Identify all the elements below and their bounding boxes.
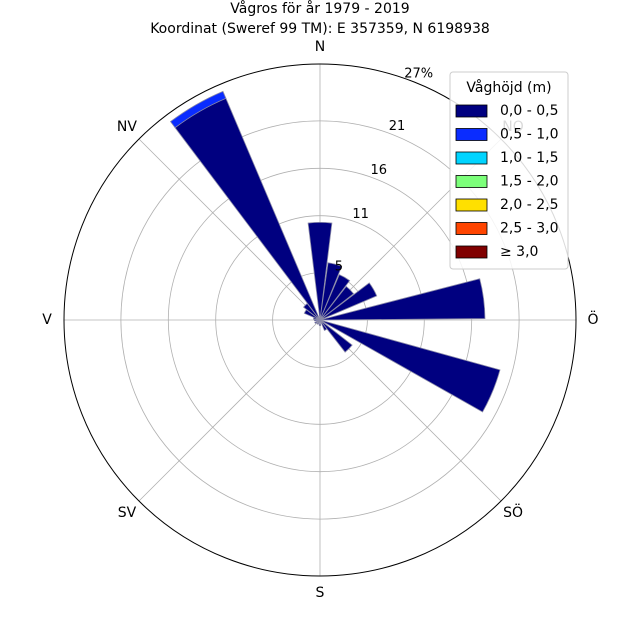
legend-entries: 0,0 - 0,5 0,5 - 1,0 1,0 - 1,5 1,5 - 2,0 2,0 … — [455, 103, 558, 260]
radial-tick-label: 5 — [335, 259, 343, 274]
legend-swatch — [455, 198, 488, 212]
legend-swatch — [455, 128, 488, 141]
bar-segment — [319, 274, 351, 321]
legend-label: 2,0 - 2,5 — [500, 197, 558, 213]
legend-swatch — [455, 151, 488, 165]
bar-segment — [307, 221, 333, 321]
bar-segment — [316, 319, 321, 325]
legend-label: 1,5 - 2,0 — [500, 174, 558, 190]
grid-spoke — [319, 319, 502, 502]
direction-label: N — [315, 39, 325, 55]
radial-tick-label: 21 — [389, 119, 406, 134]
legend-label: 2,5 - 3,0 — [500, 221, 558, 237]
bar-segment — [319, 319, 501, 413]
legend-swatch — [455, 245, 488, 259]
direction-label: SÖ — [503, 503, 523, 521]
bar-segment — [319, 319, 328, 331]
chart-title: Vågros för år 1979 - 2019 — [230, 0, 409, 17]
legend-frame — [449, 71, 569, 270]
legend: Våghöjd (m) 0,0 - 0,5 0,5 - 1,0 1,0 - 1,5 1… — [449, 71, 569, 270]
legend-label: ≥ 3,0 — [500, 244, 538, 260]
direction-label: S — [316, 585, 325, 601]
radial-tick-label: 27% — [404, 67, 433, 82]
outer-ring — [63, 63, 577, 577]
bar-segment — [169, 90, 227, 129]
grid-spoke — [138, 319, 321, 502]
direction-label: SV — [118, 505, 137, 521]
grid-spoke — [138, 138, 321, 321]
chart-subtitle: Koordinat (Sweref 99 TM): E 357359, N 61… — [150, 21, 490, 37]
bar-segment — [319, 262, 343, 321]
legend-swatch — [455, 222, 488, 235]
legend-swatch — [455, 104, 488, 118]
direction-label: V — [42, 312, 52, 328]
radial-tick-label: 11 — [352, 207, 369, 222]
direction-label: Ö — [587, 310, 598, 328]
bar-segment — [318, 319, 322, 327]
bar-segment — [319, 278, 486, 321]
legend-title: Våghöjd (m) — [466, 79, 551, 96]
bar-segment — [314, 319, 321, 324]
bar-segment — [319, 282, 378, 321]
bar-segment — [319, 285, 355, 321]
legend-label: 0,5 - 1,0 — [500, 127, 558, 143]
direction-label: NV — [117, 119, 137, 135]
legend-label: 1,0 - 1,5 — [500, 150, 558, 166]
bar-sectors — [169, 90, 501, 413]
legend-swatch — [455, 175, 488, 188]
bar-segment — [319, 319, 353, 353]
bar-segment — [174, 97, 321, 321]
radial-tick-label: 16 — [371, 163, 388, 178]
legend-label: 0,0 - 0,5 — [500, 103, 558, 119]
radial-tick-labels: 5 11 16 21 27% — [335, 67, 433, 275]
